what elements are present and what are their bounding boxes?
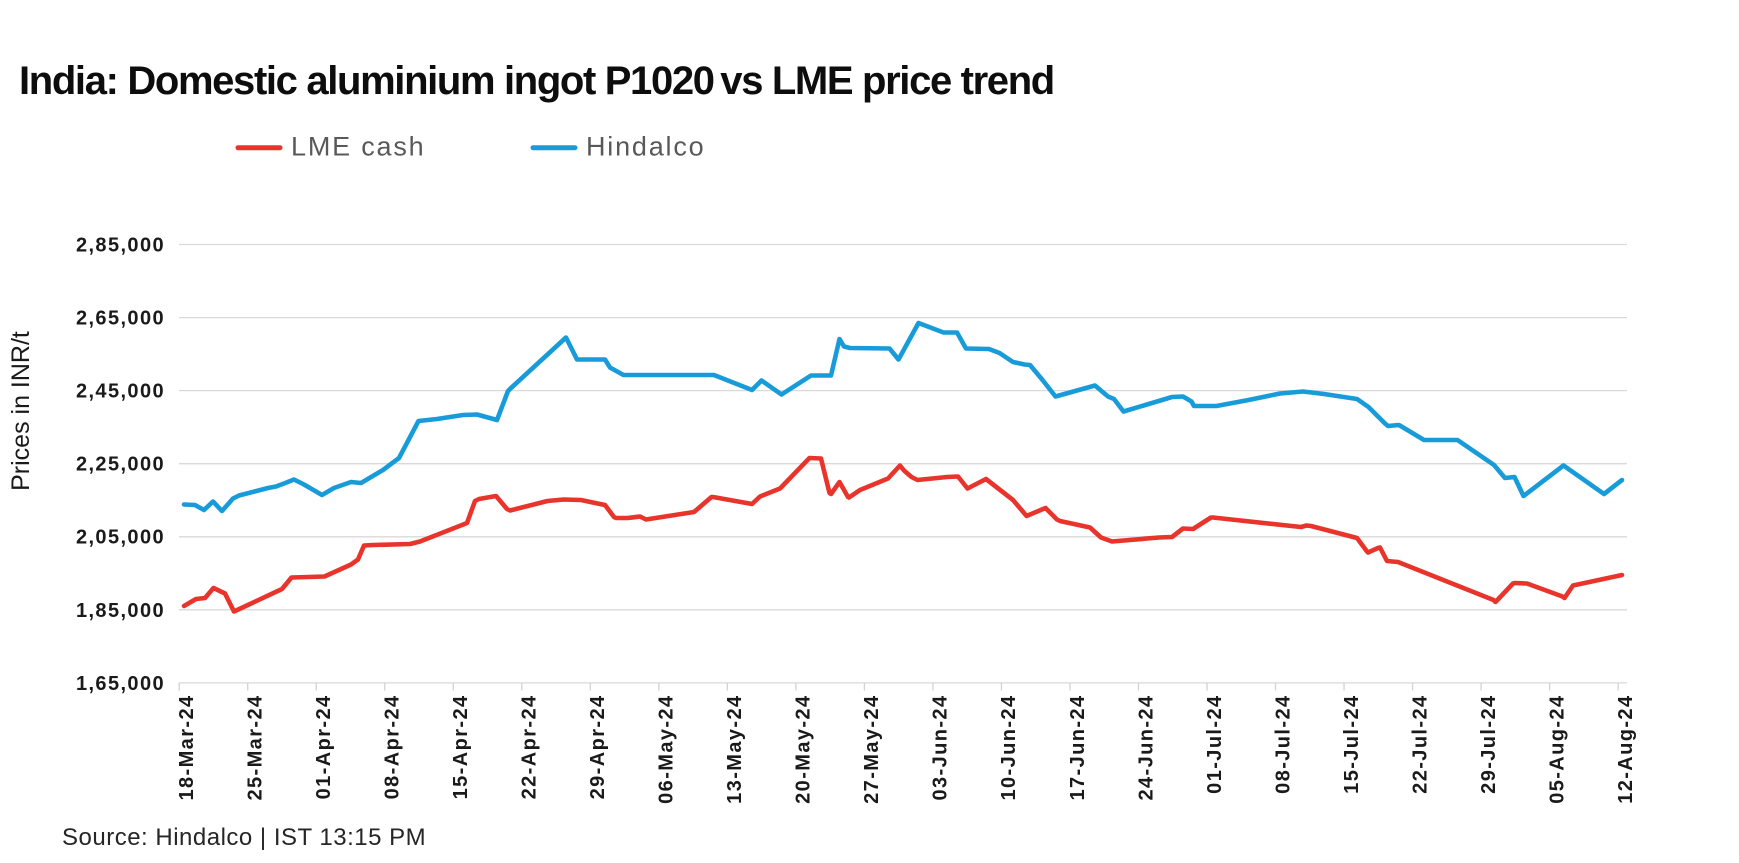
- svg-text:01-Apr-24: 01-Apr-24: [313, 695, 335, 800]
- svg-text:Prices in INR/t: Prices in INR/t: [7, 331, 35, 491]
- svg-text:25-Mar-24: 25-Mar-24: [245, 695, 267, 801]
- svg-text:22-Apr-24: 22-Apr-24: [519, 695, 541, 800]
- svg-text:2,25,000: 2,25,000: [76, 454, 165, 476]
- svg-text:20-May-24: 20-May-24: [793, 695, 815, 804]
- svg-text:18-Mar-24: 18-Mar-24: [176, 695, 198, 801]
- svg-text:17-Jun-24: 17-Jun-24: [1067, 695, 1089, 801]
- svg-text:03-Jun-24: 03-Jun-24: [930, 695, 952, 801]
- svg-text:12-Aug-24: 12-Aug-24: [1615, 695, 1637, 804]
- svg-text:24-Jun-24: 24-Jun-24: [1135, 695, 1157, 801]
- svg-text:06-May-24: 06-May-24: [656, 695, 678, 804]
- svg-text:08-Apr-24: 08-Apr-24: [382, 695, 404, 800]
- svg-text:Source: Hindalco | IST 13:15 P: Source: Hindalco | IST 13:15 PM: [62, 824, 426, 851]
- svg-text:29-Apr-24: 29-Apr-24: [587, 695, 609, 800]
- svg-text:05-Aug-24: 05-Aug-24: [1546, 695, 1568, 804]
- svg-text:27-May-24: 27-May-24: [861, 695, 883, 804]
- svg-text:LME cash: LME cash: [291, 132, 425, 162]
- svg-text:10-Jun-24: 10-Jun-24: [998, 695, 1020, 801]
- svg-text:22-Jul-24: 22-Jul-24: [1409, 695, 1431, 794]
- svg-text:08-Jul-24: 08-Jul-24: [1272, 695, 1294, 794]
- svg-text:15-Apr-24: 15-Apr-24: [450, 695, 472, 800]
- svg-text:13-May-24: 13-May-24: [724, 695, 746, 804]
- svg-text:2,45,000: 2,45,000: [76, 381, 165, 403]
- svg-text:India: Domestic aluminium ingo: India: Domestic aluminium ingot P1020 vs…: [19, 59, 1054, 103]
- svg-text:2,05,000: 2,05,000: [76, 527, 165, 549]
- svg-text:1,85,000: 1,85,000: [76, 600, 165, 622]
- svg-text:29-Jul-24: 29-Jul-24: [1478, 695, 1500, 794]
- svg-text:01-Jul-24: 01-Jul-24: [1204, 695, 1226, 794]
- svg-text:15-Jul-24: 15-Jul-24: [1341, 695, 1363, 794]
- svg-text:Hindalco: Hindalco: [586, 132, 705, 162]
- svg-text:1,65,000: 1,65,000: [76, 673, 165, 695]
- svg-text:2,65,000: 2,65,000: [76, 307, 165, 329]
- svg-text:2,85,000: 2,85,000: [76, 234, 165, 256]
